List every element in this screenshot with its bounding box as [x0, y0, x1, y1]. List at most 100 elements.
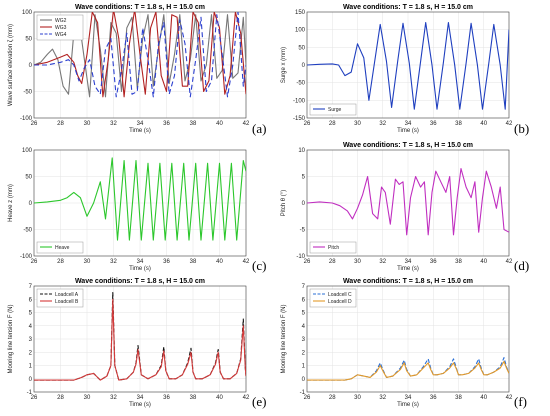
y-tick-label: 4 [29, 324, 33, 330]
legend-label: WG2 [55, 18, 67, 24]
y-tick-label: -50 [23, 228, 32, 234]
x-tick-label: 34 [137, 259, 144, 265]
x-axis-label: Time (s) [397, 266, 419, 272]
x-tick-label: 42 [506, 395, 513, 401]
x-tick-label: 40 [216, 121, 223, 127]
panel-4: 26 28 30 32 34 36 38 40 42 -10 -5 0 5 10 Wave conditio… [281, 142, 513, 272]
y-axis-label: Wave surface elevation ζ (mm) [8, 24, 14, 106]
axes-frame [306, 285, 510, 393]
y-axis-label: Mooring line tension F (N) [281, 304, 287, 373]
x-tick-label: 26 [304, 395, 311, 401]
x-tick-label: 34 [137, 121, 144, 127]
x-tick-label: 30 [84, 395, 91, 401]
y-tick-label: -10 [296, 254, 305, 260]
y-tick-label: 1 [302, 364, 306, 370]
panel-letter: (c) [252, 258, 266, 273]
x-tick-label: 32 [110, 395, 117, 401]
x-axis-label: Time (s) [397, 402, 419, 408]
y-tick-label: 0 [302, 377, 306, 383]
series-line-1 [34, 14, 246, 98]
y-tick-label: -5 [300, 228, 306, 234]
y-tick-label: 6 [29, 297, 33, 303]
y-tick-label: 4 [302, 324, 306, 330]
x-tick-label: 36 [430, 259, 437, 265]
chart-title: Wave conditions: T = 1.8 s, H = 15.0 cm [343, 142, 473, 149]
legend-box [36, 241, 84, 254]
series-line-2 [34, 298, 246, 381]
x-tick-label: 40 [216, 395, 223, 401]
y-tick-label: 6 [302, 297, 306, 303]
legend-box [309, 288, 357, 308]
y-tick-label: 7 [29, 284, 33, 290]
legend-box [309, 103, 357, 116]
y-tick-label: 7 [302, 284, 306, 290]
x-tick-label: 38 [190, 259, 197, 265]
legend-box [36, 288, 84, 308]
x-tick-label: 42 [506, 259, 513, 265]
y-tick-label: 150 [295, 10, 306, 16]
legend-box [309, 241, 357, 254]
x-tick-label: 30 [354, 395, 361, 401]
y-tick-label: 50 [25, 175, 32, 181]
x-tick-label: 28 [329, 395, 336, 401]
x-tick-label: 42 [243, 259, 250, 265]
legend: Pitch [309, 241, 357, 254]
legend-label: WG4 [55, 32, 67, 38]
x-axis-label: Time (s) [129, 128, 151, 134]
legend-label: Loadcell D [328, 299, 352, 305]
y-axis-label: Mooring line tension F (N) [8, 304, 14, 373]
y-tick-label: 3 [29, 337, 33, 343]
x-tick-label: 40 [480, 259, 487, 265]
x-tick-label: 38 [455, 395, 462, 401]
series-line-1 [307, 22, 509, 110]
y-tick-label: 10 [298, 148, 305, 154]
legend-label: Loadcell B [55, 299, 79, 305]
y-tick-label: -100 [20, 116, 33, 122]
y-tick-label: -1 [27, 390, 33, 396]
x-tick-label: 28 [57, 395, 64, 401]
panel-2: 26 28 30 32 34 36 38 40 42 -150 -100 -50 0 50 100 150 Wa… [281, 4, 513, 134]
x-axis-label: Time (s) [129, 266, 151, 272]
x-tick-label: 26 [304, 259, 311, 265]
y-tick-label: 0 [302, 201, 306, 207]
x-tick-label: 40 [480, 121, 487, 127]
panel-1: 26 28 30 32 34 36 38 40 42 -100 -50 0 50 100 Wave cond… [8, 4, 250, 134]
x-tick-label: 40 [480, 395, 487, 401]
y-axis-label: Heave z (mm) [8, 184, 14, 222]
y-tick-label: 2 [29, 350, 33, 356]
y-tick-label: -1 [300, 390, 306, 396]
x-tick-label: 34 [137, 395, 144, 401]
series-group [307, 168, 509, 236]
x-axis-label: Time (s) [397, 128, 419, 134]
y-tick-label: -100 [293, 98, 306, 104]
x-tick-label: 30 [84, 259, 91, 265]
y-tick-label: 1 [29, 364, 33, 370]
x-tick-label: 32 [379, 121, 386, 127]
panel-letter: (f) [514, 394, 527, 409]
y-tick-label: 50 [298, 45, 305, 51]
y-tick-label: -50 [296, 81, 305, 87]
x-tick-label: 32 [110, 259, 117, 265]
y-tick-label: -50 [23, 90, 32, 96]
y-tick-label: 3 [302, 337, 306, 343]
y-tick-label: 0 [302, 63, 306, 69]
legend-label: Pitch [328, 245, 339, 251]
y-tick-label: 5 [302, 175, 306, 181]
x-tick-label: 30 [84, 121, 91, 127]
y-axis-label: Pitch θ (°) [281, 190, 287, 216]
series-group [307, 357, 509, 381]
panel-letter: (b) [514, 121, 529, 136]
x-tick-label: 36 [163, 395, 170, 401]
series-group [307, 22, 509, 110]
series-group [34, 292, 246, 381]
x-tick-label: 34 [405, 121, 412, 127]
legend-label: Loadcell C [328, 292, 352, 298]
x-tick-label: 30 [354, 259, 361, 265]
x-tick-label: 42 [243, 395, 250, 401]
y-tick-label: 100 [295, 28, 306, 34]
y-tick-label: 5 [29, 311, 33, 317]
